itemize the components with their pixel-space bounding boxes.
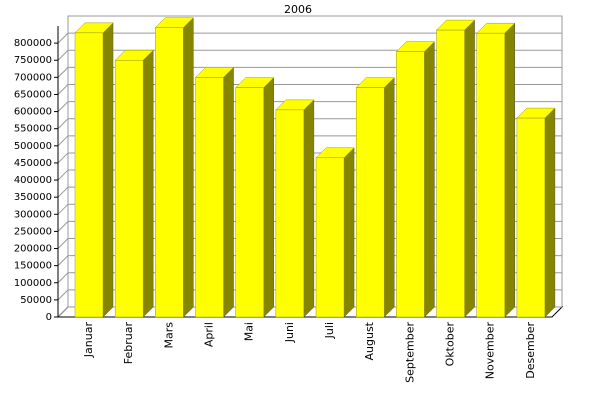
bar	[476, 32, 505, 318]
y-tick-label: 200000	[14, 244, 52, 255]
grid-line-side	[57, 66, 69, 78]
x-tick-label: Mai	[243, 322, 256, 341]
y-tick-label: 0	[46, 312, 52, 323]
y-tick-label: 400000	[14, 175, 52, 186]
grid-line-side	[57, 221, 69, 232]
bar-side	[424, 41, 435, 318]
x-tick-label: November	[484, 322, 497, 380]
bar	[516, 117, 546, 318]
bar	[155, 27, 184, 318]
y-tick-label: 550000	[14, 124, 52, 135]
y-tick-label: 600000	[14, 107, 52, 118]
bar-side	[464, 19, 475, 318]
bar	[275, 109, 305, 318]
grid-line-side	[57, 272, 69, 284]
x-tick-label: Mars	[162, 322, 175, 349]
bar-side	[383, 77, 395, 318]
y-tick-label: 300000	[14, 209, 52, 220]
bar	[235, 87, 264, 318]
y-tick-label: 650000	[14, 89, 52, 100]
bar	[315, 157, 345, 318]
y-tick-label: 700000	[14, 72, 52, 83]
x-tick-label: Desember	[524, 322, 537, 379]
y-tick-label: 100000	[14, 278, 52, 289]
grid-line-side	[57, 84, 69, 95]
grid-line-side	[57, 238, 69, 249]
bar	[114, 59, 144, 318]
chart-title: 2006	[284, 3, 312, 16]
grid-line-side	[57, 186, 69, 198]
x-tick-label: September	[403, 322, 416, 383]
y-tick-label: 250000	[14, 226, 52, 237]
bar	[355, 87, 385, 318]
grid-line-side	[57, 49, 69, 61]
bar-side	[142, 49, 154, 318]
grid-line-side	[57, 32, 69, 44]
y-tick-label: 800000	[14, 38, 52, 49]
grid-line-side	[57, 255, 69, 267]
grid-line-side	[57, 118, 69, 130]
bar-side	[343, 147, 355, 318]
y-tick-label: 750000	[14, 55, 52, 66]
bar	[436, 29, 465, 318]
bar-side	[263, 77, 274, 318]
x-tick-label: Juli	[323, 322, 336, 339]
x-tick-label: April	[203, 322, 216, 347]
bar	[195, 77, 224, 318]
grid-line-side	[57, 135, 69, 147]
x-tick-label: Januar	[82, 322, 95, 359]
x-tick-label: Juni	[283, 322, 296, 343]
grid-line-side	[57, 289, 69, 301]
bar	[396, 51, 425, 318]
y-tick-label: 50000	[20, 295, 52, 306]
x-tick-label: Oktober	[444, 322, 457, 367]
bar	[74, 32, 104, 318]
bar-side	[102, 22, 114, 318]
bar-side	[223, 66, 234, 318]
grid-line-side	[57, 306, 69, 318]
bar-side	[504, 22, 515, 318]
y-tick-label: 350000	[14, 192, 52, 203]
grid-line-side	[57, 152, 69, 164]
grid-line-side	[57, 169, 69, 181]
grid-line-side	[57, 101, 69, 112]
grid-line-side	[57, 203, 69, 215]
x-tick-label: August	[363, 321, 376, 360]
y-tick-label: 150000	[14, 261, 52, 272]
y-tick-label: 500000	[14, 141, 52, 152]
bar-side	[303, 99, 315, 318]
y-tick-label: 450000	[14, 158, 52, 169]
bar-side	[544, 107, 556, 318]
bar-side	[183, 17, 194, 318]
x-tick-label: Februar	[122, 322, 135, 365]
